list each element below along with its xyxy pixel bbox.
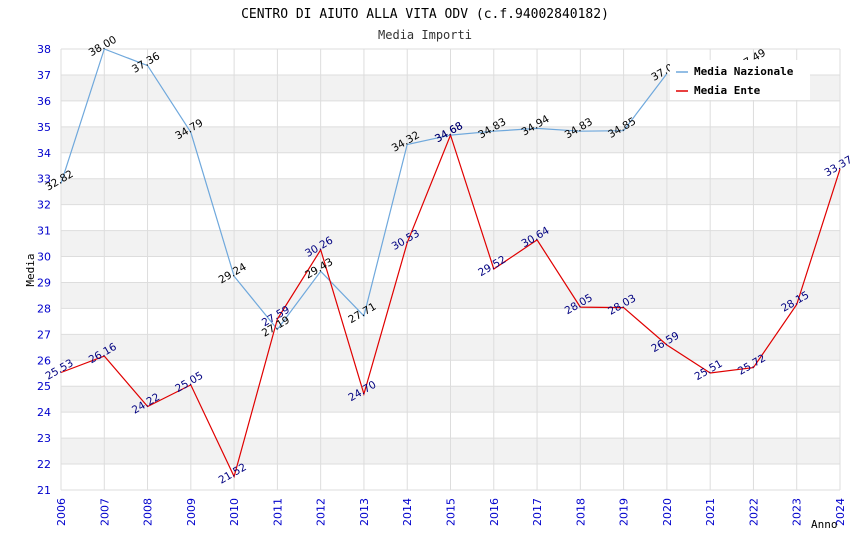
legend-label-nazionale: Media Nazionale	[694, 65, 794, 78]
chart-title: CENTRO DI AIUTO ALLA VITA ODV (c.f.94002…	[241, 7, 609, 22]
x-tick-labels: 2006 2007 2008 2009 2010 2011 2012 2013 2014 2015…	[55, 498, 847, 526]
y-tick-label: 37	[37, 69, 51, 82]
y-tick-label: 29	[37, 276, 51, 289]
x-tick-label: 2021	[704, 498, 717, 526]
y-tick-label: 28	[37, 302, 51, 315]
y-tick-labels: 21 22 23 24 25 26 27 28 29 30 31 32 33 34 35 36 37 38	[37, 43, 51, 497]
y-tick-label: 23	[37, 432, 51, 445]
y-tick-label: 31	[37, 225, 51, 238]
y-tick-label: 22	[37, 458, 51, 471]
y-tick-label: 33	[37, 173, 51, 186]
x-tick-label: 2010	[228, 498, 241, 526]
x-tick-label: 2020	[661, 498, 674, 526]
y-tick-label: 24	[37, 406, 51, 419]
x-tick-label: 2014	[401, 498, 414, 526]
y-tick-label: 38	[37, 43, 51, 56]
x-tick-label: 2015	[445, 498, 458, 526]
series-line-ente	[60, 133, 841, 479]
y-tick-label: 21	[37, 484, 51, 497]
y-tick-label: 36	[37, 95, 51, 108]
y-tick-label: 35	[37, 121, 51, 134]
chart-subtitle: Media Importi	[378, 28, 472, 42]
x-tick-label: 2012	[315, 498, 328, 526]
x-tick-label: 2016	[488, 498, 501, 526]
y-tick-label: 32	[37, 199, 51, 212]
x-tick-label: 2022	[747, 498, 760, 526]
x-axis-label: Anno	[811, 518, 838, 531]
x-tick-label: 2023	[791, 498, 804, 526]
x-tick-label: 2018	[574, 498, 587, 526]
x-tick-label: 2007	[98, 498, 111, 526]
y-axis-label: Media	[24, 253, 37, 286]
x-tick-label: 2006	[55, 498, 68, 526]
x-tick-label: 2008	[142, 498, 155, 526]
y-tick-label: 30	[37, 251, 51, 264]
legend: Media Nazionale Media Ente	[670, 60, 810, 100]
x-tick-label: 2011	[271, 498, 284, 526]
legend-label-ente: Media Ente	[694, 84, 761, 97]
x-tick-label: 2017	[531, 498, 544, 526]
x-tick-label: 2024	[834, 498, 847, 526]
x-tick-label: 2019	[618, 498, 631, 526]
legend-box	[670, 60, 810, 100]
y-tick-label: 25	[37, 380, 51, 393]
y-tick-label: 34	[37, 147, 51, 160]
x-tick-label: 2009	[185, 498, 198, 526]
y-tick-label: 26	[37, 354, 51, 367]
grid-lines	[60, 48, 841, 491]
x-tick-label: 2013	[358, 498, 371, 526]
series-lines	[60, 49, 841, 479]
y-tick-label: 27	[37, 328, 51, 341]
